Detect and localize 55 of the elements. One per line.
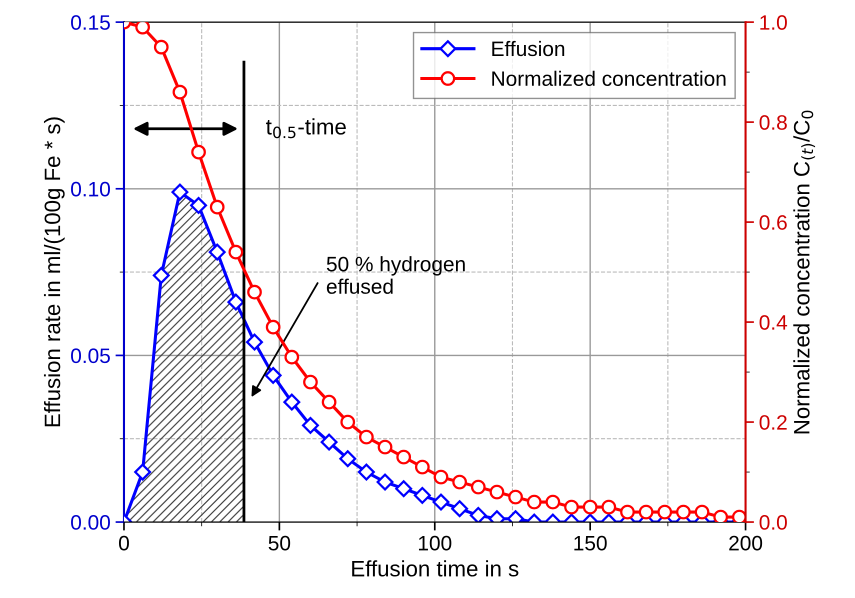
y2-tick-label: 0.0 bbox=[760, 515, 787, 530]
point bbox=[172, 84, 188, 100]
y2-tick-label: 0.4 bbox=[760, 315, 788, 330]
point bbox=[620, 504, 635, 520]
point bbox=[266, 320, 281, 334]
x-tick-label: 100 bbox=[418, 536, 452, 551]
point bbox=[452, 474, 467, 490]
point bbox=[303, 374, 318, 390]
legend-label: Normalized concentration bbox=[492, 70, 726, 86]
x-axis-title: Effusion time in s bbox=[352, 560, 518, 577]
point bbox=[713, 510, 728, 522]
x-tick-label: 200 bbox=[729, 536, 762, 551]
legend-label: Effusion bbox=[492, 40, 564, 56]
point bbox=[284, 350, 300, 364]
point bbox=[546, 494, 560, 510]
point bbox=[490, 484, 504, 500]
y-axis-title: Effusion rate in ml/(100g Fe * s) bbox=[44, 117, 65, 426]
y2-tick-label: 0.6 bbox=[760, 215, 787, 230]
point bbox=[247, 284, 262, 300]
y-tick-label: 0.10 bbox=[71, 182, 110, 197]
x-tick-label: 0 bbox=[118, 536, 129, 551]
point bbox=[322, 394, 336, 410]
y2-tick-label: 0.2 bbox=[760, 415, 787, 430]
y-tick-label: 0.00 bbox=[71, 515, 110, 530]
point bbox=[414, 460, 430, 474]
point bbox=[564, 500, 579, 514]
y2-tick-label: 0.8 bbox=[760, 115, 787, 130]
point bbox=[359, 430, 374, 444]
point bbox=[676, 504, 691, 520]
point bbox=[191, 144, 206, 160]
annotation: 50 % hydrogen effused bbox=[326, 256, 465, 294]
point bbox=[526, 494, 542, 510]
point bbox=[732, 510, 746, 522]
point bbox=[396, 450, 412, 464]
point bbox=[378, 440, 392, 454]
point bbox=[657, 504, 672, 520]
y-tick-label: 0.15 bbox=[71, 15, 110, 30]
point bbox=[135, 22, 150, 34]
y2-axis-title: Normalized concentration C$_{(t)}$/C$_{0}$ bbox=[793, 110, 816, 434]
x-tick-label: 50 bbox=[268, 536, 290, 551]
x-tick-label: 150 bbox=[574, 536, 607, 551]
point bbox=[638, 504, 654, 520]
point bbox=[694, 504, 710, 520]
point bbox=[470, 480, 486, 494]
point bbox=[601, 500, 616, 514]
y2-tick-label: 1.0 bbox=[760, 15, 787, 30]
point bbox=[228, 244, 244, 260]
point bbox=[582, 500, 598, 514]
y-tick-label: 0.05 bbox=[71, 348, 110, 364]
ref-line-label: t$_{0.5}$-time bbox=[266, 118, 346, 138]
point bbox=[340, 414, 356, 430]
point bbox=[508, 490, 523, 504]
point bbox=[434, 470, 448, 484]
point bbox=[154, 40, 169, 54]
point bbox=[210, 200, 225, 214]
